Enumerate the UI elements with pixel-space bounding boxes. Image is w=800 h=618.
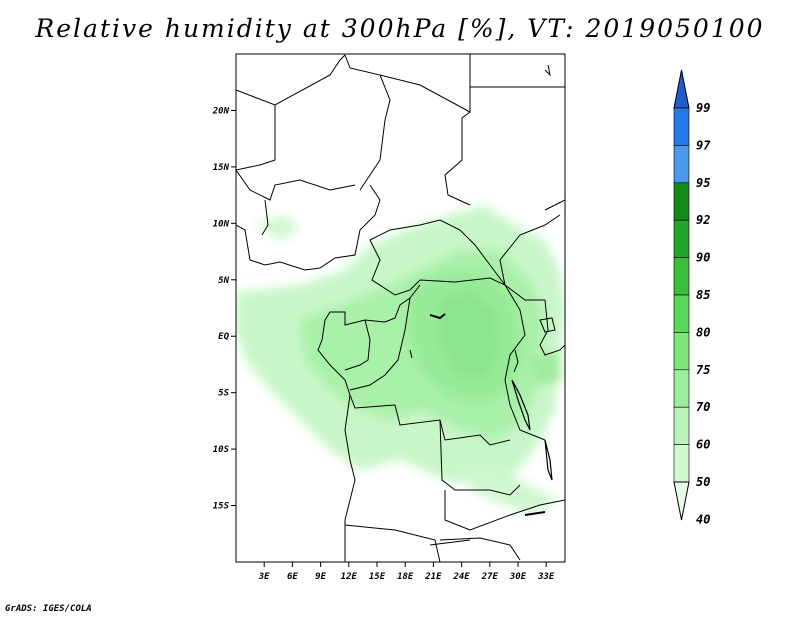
x-tick-label: 18E: [397, 572, 414, 582]
x-tick-label: 27E: [481, 572, 499, 582]
colorbar-box: [673, 406, 690, 445]
colorbar-box: [673, 107, 690, 146]
y-tick-label: 20N: [212, 106, 230, 116]
colorbar-max-triangle: [673, 69, 690, 109]
y-tick-label: 10S: [213, 445, 230, 455]
colorbar-label: 50: [696, 475, 710, 489]
humidity-shading: [236, 205, 565, 515]
colorbar-label: 80: [696, 325, 710, 339]
colorbar-label: 92: [696, 213, 710, 227]
colorbar-label: 90: [696, 251, 710, 265]
x-tick-label: 12E: [341, 572, 358, 582]
x-axis: 3E 6E 9E 12E 15E 18E 21E 24E 27E 30E 33E: [258, 562, 555, 582]
x-tick-label: 9E: [315, 572, 326, 582]
y-tick-label: 10N: [213, 219, 230, 229]
y-tick-label: EQ: [218, 332, 229, 342]
colorbar-label: 40: [696, 512, 710, 526]
colorbar-label: 75: [696, 363, 710, 377]
y-axis: 20N 15N 10N 5N EQ 5S 10S 15S: [212, 106, 236, 512]
colorbar: 99 97 95 92 90 85 80 75 70 60 50 40: [673, 69, 711, 526]
x-tick-label: 3E: [258, 572, 270, 582]
map-title: Relative humidity at 300hPa [%], VT: 201…: [35, 14, 765, 43]
x-tick-label: 33E: [537, 572, 555, 582]
colorbar-label: 99: [696, 101, 710, 115]
colorbar-label: 95: [696, 176, 710, 190]
y-tick-label: 15N: [213, 163, 230, 173]
x-tick-label: 21E: [424, 572, 442, 582]
colorbar-box: [673, 219, 690, 258]
colorbar-min-triangle: [673, 481, 690, 521]
credit-label: GrADS: IGES/COLA: [5, 604, 92, 614]
colorbar-label: 85: [696, 288, 710, 302]
colorbar-box: [673, 294, 690, 333]
country-borders: [236, 54, 565, 562]
colorbar-box: [673, 182, 690, 221]
x-tick-label: 6E: [287, 572, 298, 582]
y-tick-label: 5S: [218, 389, 229, 399]
colorbar-box: [673, 257, 690, 296]
y-tick-label: 5N: [218, 276, 229, 286]
x-tick-label: 24E: [452, 572, 470, 582]
map-frame: [235, 53, 566, 563]
colorbar-box: [673, 369, 690, 408]
colorbar-label: 60: [696, 438, 710, 452]
colorbar-box: [673, 145, 690, 184]
colorbar-box: [673, 332, 690, 371]
colorbar-label: 97: [696, 138, 711, 152]
x-tick-label: 30E: [509, 572, 527, 582]
colorbar-label: 70: [696, 400, 710, 414]
x-tick-label: 15E: [369, 572, 386, 582]
y-tick-label: 15S: [213, 502, 230, 512]
colorbar-box: [673, 444, 690, 483]
